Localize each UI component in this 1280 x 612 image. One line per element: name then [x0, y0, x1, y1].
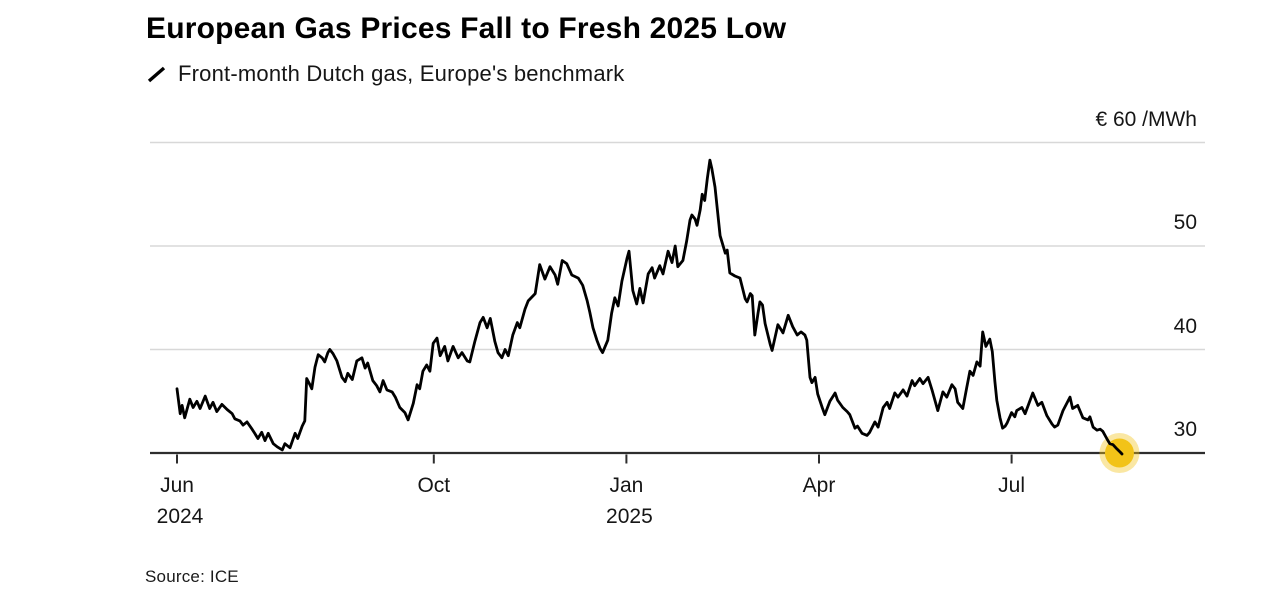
y-axis-label-30: 30 [1173, 418, 1197, 441]
line-legend-icon [147, 66, 166, 82]
x-axis-year-label-2024: 2024 [156, 505, 204, 528]
x-axis-label-apr: Apr [802, 474, 836, 497]
chart-legend-row: Front-month Dutch gas, Europe's benchmar… [146, 61, 625, 87]
source-label: Source: ICE [145, 567, 239, 586]
price-line [175, 158, 1124, 456]
chart-title: European Gas Prices Fall to Fresh 2025 L… [146, 12, 787, 45]
x-axis-label-jul: Jul [998, 474, 1026, 497]
x-axis-label-oct: Oct [417, 474, 451, 497]
chart-subtitle: Front-month Dutch gas, Europe's benchmar… [178, 61, 625, 86]
x-axis-label-jun: Jun [160, 474, 194, 497]
x-axis-label-jan: Jan [609, 474, 644, 497]
y-axis-label-40: 40 [1173, 314, 1197, 338]
y-axis-unit-label: € 60 /MWh [1095, 107, 1197, 131]
x-axis-year-label-2025: 2025 [606, 505, 653, 528]
y-axis-label-50: 50 [1173, 211, 1197, 234]
